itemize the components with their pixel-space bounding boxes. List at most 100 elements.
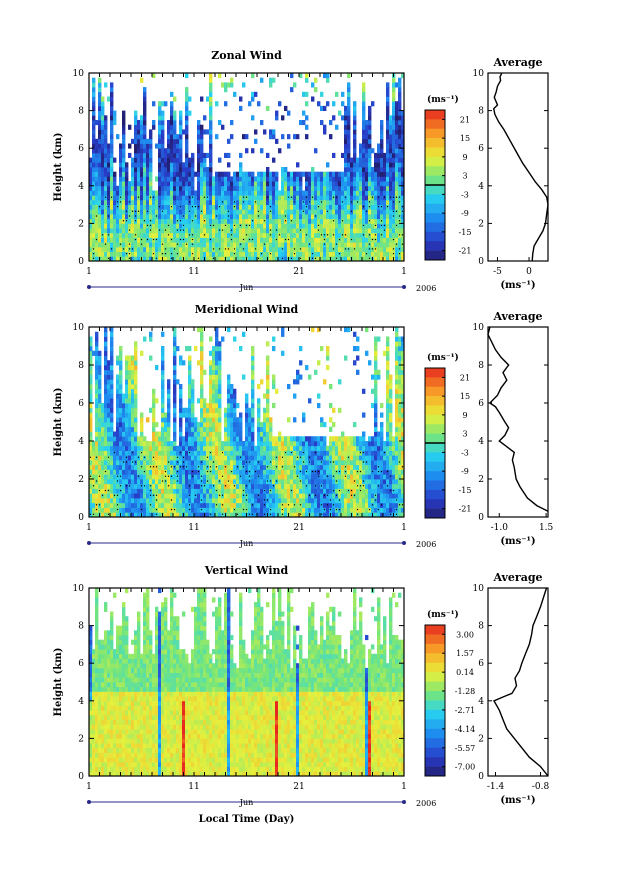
heatmap-cell: [377, 252, 380, 257]
heatmap-cell: [146, 474, 149, 479]
heatmap-cell: [239, 427, 242, 432]
heatmap-cell: [164, 422, 167, 427]
heatmap-cell: [119, 247, 122, 252]
heatmap-cell: [179, 413, 182, 418]
heatmap-cell: [173, 214, 176, 219]
heatmap-cell: [236, 238, 239, 243]
zero-contour-dot: [369, 234, 370, 235]
heatmap-cell: [179, 408, 182, 413]
heatmap-cell: [266, 238, 269, 243]
heatmap-cell: [356, 191, 359, 196]
heatmap-cell: [122, 465, 125, 470]
heatmap-cell: [203, 209, 206, 214]
heatmap-cell: [266, 176, 269, 181]
heatmap-cell: [128, 153, 131, 158]
heatmap-cell: [122, 398, 125, 403]
heatmap-cell: [215, 332, 218, 337]
heatmap-cell: [398, 139, 401, 144]
heatmap-cell: [161, 503, 164, 508]
heatmap-cell: [122, 111, 125, 116]
heatmap-cell: [167, 441, 170, 446]
heatmap-cell: [131, 479, 134, 484]
panel-title: Zonal Wind: [211, 49, 282, 62]
zero-contour-dot: [390, 197, 391, 198]
heatmap-cell: [362, 106, 365, 111]
heatmap-cell: [125, 474, 128, 479]
heatmap-cell: [263, 214, 266, 219]
heatmap-cell: [356, 195, 359, 200]
heatmap-cell: [104, 427, 107, 432]
heatmap-cell: [200, 446, 203, 451]
heatmap-cell: [167, 470, 170, 475]
heatmap-cell: [95, 422, 98, 427]
heatmap-cell: [158, 167, 161, 172]
zero-contour-dot: [207, 471, 208, 472]
zero-contour-dot: [216, 215, 217, 216]
heatmap-cell: [233, 451, 236, 456]
heatmap-cell: [98, 446, 101, 451]
heatmap-cell: [329, 195, 332, 200]
heatmap-cell: [236, 195, 239, 200]
heatmap-cell: [305, 101, 308, 106]
heatmap-cell: [248, 493, 251, 498]
heatmap-cell: [281, 238, 284, 243]
heatmap-cell: [272, 233, 275, 238]
heatmap-cell: [218, 370, 221, 375]
heatmap-cell: [161, 167, 164, 172]
heatmap-cell: [212, 493, 215, 498]
heatmap-cell: [170, 484, 173, 489]
heatmap-cell: [227, 394, 230, 399]
heatmap-cell: [326, 247, 329, 252]
heatmap-cell: [263, 186, 266, 191]
heatmap-cell: [230, 120, 233, 125]
heatmap-cell: [137, 508, 140, 513]
heatmap-cell: [374, 209, 377, 214]
zero-contour-dot: [129, 215, 130, 216]
heatmap-cell: [140, 214, 143, 219]
heatmap-cell: [272, 191, 275, 196]
heatmap-cell: [194, 252, 197, 257]
heatmap-cell: [230, 503, 233, 508]
heatmap-cell: [92, 200, 95, 205]
heatmap-cell: [212, 186, 215, 191]
heatmap-cell: [104, 498, 107, 503]
colorbar-unit: (ms⁻¹): [427, 94, 459, 105]
heatmap-cell: [101, 436, 104, 441]
heatmap-cell: [161, 389, 164, 394]
heatmap-cell: [260, 489, 263, 494]
heatmap-cell: [398, 134, 401, 139]
heatmap-cell: [353, 242, 356, 247]
heatmap-cell: [218, 365, 221, 370]
heatmap-cell: [368, 134, 371, 139]
zero-contour-dot: [153, 466, 154, 467]
heatmap-cell: [122, 436, 125, 441]
heatmap-cell: [128, 195, 131, 200]
heatmap-cell: [209, 441, 212, 446]
heatmap-cell: [203, 465, 206, 470]
heatmap-cell: [140, 148, 143, 153]
heatmap-cell: [329, 238, 332, 243]
heatmap-cell: [203, 427, 206, 432]
heatmap-cell: [98, 144, 101, 149]
heatmap-cell: [212, 422, 215, 427]
heatmap-cell: [170, 200, 173, 205]
zero-contour-dot: [216, 466, 217, 467]
heatmap-cell: [98, 441, 101, 446]
zero-contour-dot: [399, 248, 400, 249]
zero-contour-dot: [393, 197, 394, 198]
heatmap-cell: [134, 389, 137, 394]
heatmap-cell: [350, 186, 353, 191]
heatmap-cell: [317, 209, 320, 214]
heatmap-cell: [257, 451, 260, 456]
heatmap-cell: [131, 176, 134, 181]
heatmap-cell: [116, 223, 119, 228]
heatmap-cell: [95, 446, 98, 451]
heatmap-cell: [152, 489, 155, 494]
heatmap-cell: [173, 238, 176, 243]
zero-contour-dot: [339, 239, 340, 240]
zero-contour-dot: [183, 466, 184, 467]
heatmap-cell: [200, 436, 203, 441]
heatmap-cell: [149, 144, 152, 149]
heatmap-cell: [161, 176, 164, 181]
heatmap-cell: [332, 101, 335, 106]
